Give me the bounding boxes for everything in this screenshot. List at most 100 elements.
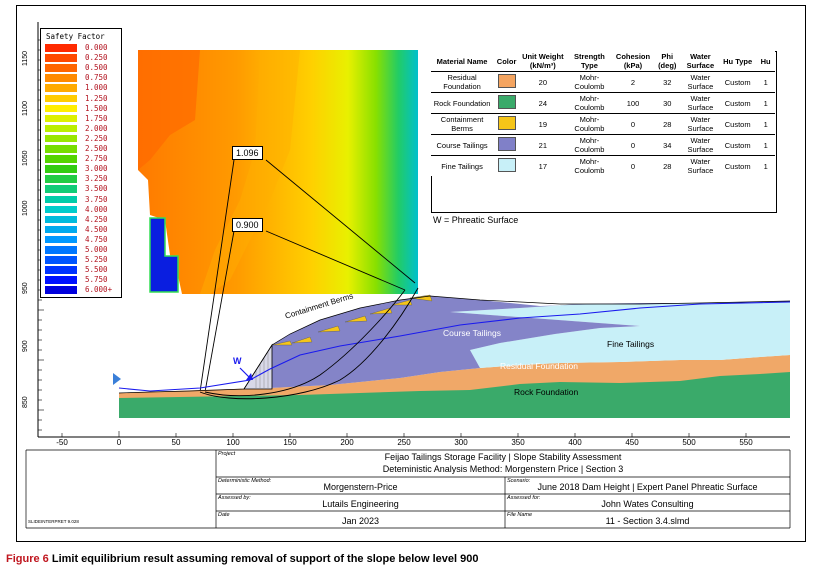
legend-value: 1.000	[85, 83, 108, 93]
legend-entry: 0.500	[45, 63, 119, 73]
legend-entry: 6.000+	[45, 285, 119, 294]
x-tick-label: 450	[625, 438, 639, 447]
legend-value: 1.500	[85, 103, 108, 113]
legend-entry: 5.250	[45, 255, 119, 264]
legend-entry: 5.750	[45, 275, 119, 284]
legend-swatch	[45, 124, 77, 133]
water-level-marker-icon	[113, 373, 121, 385]
material-phi: 28	[663, 119, 672, 129]
material-water: Water Surface	[687, 157, 714, 175]
color-swatch	[497, 137, 516, 151]
w-arrow-head-icon	[246, 373, 253, 380]
x-tick-label: -50	[56, 438, 68, 447]
scenario-value: June 2018 Dam Height | Expert Panel Phre…	[537, 482, 758, 492]
legend-entry: 3.250	[45, 174, 119, 184]
legend-value: 5.000	[85, 245, 108, 254]
material-water: Water Surface	[687, 115, 714, 133]
legend-entry: 3.500	[45, 184, 119, 194]
material-unit-weight: 19	[538, 119, 547, 129]
legend-swatch	[45, 225, 77, 234]
material-row: Rock Foundation 24 Mohr-Coulomb 100 30 Water …	[431, 93, 775, 114]
legend-swatch	[45, 114, 77, 123]
material-row: Residual Foundation 20 Mohr-Coulomb 2 32 Wate…	[431, 72, 775, 93]
fine-tailings-layer	[450, 302, 790, 368]
assessed-by-caption: Assessed by:	[218, 495, 251, 501]
residual-foundation-layer	[119, 355, 790, 398]
materials-table: Material Name Color Unit Weight (kN/m³) …	[431, 51, 775, 176]
material-phi: 32	[663, 77, 672, 87]
legend-swatch	[45, 64, 77, 72]
material-strength: Mohr-Coulomb	[574, 115, 605, 133]
project-caption: Project	[218, 451, 236, 457]
legend-swatch	[45, 246, 77, 254]
label-rock-foundation: Rock Foundation	[514, 387, 579, 397]
material-hu-type: Custom	[724, 140, 751, 150]
legend-swatch	[45, 195, 77, 204]
x-tick-label: 350	[511, 438, 525, 447]
material-strength: Mohr-Coulomb	[574, 157, 605, 175]
material-name: Residual Foundation	[443, 73, 481, 91]
date-value: Jan 2023	[341, 516, 380, 526]
material-unit-weight: 17	[538, 161, 547, 171]
containment-berms	[271, 294, 433, 346]
material-hu-type: Custom	[724, 161, 751, 171]
x-tick-label: 50	[171, 438, 181, 447]
assessed-by-value: Lutails Engineering	[322, 499, 399, 509]
legend-value: 3.500	[85, 184, 108, 194]
x-tick-label: 200	[340, 438, 354, 447]
header-phi: Phi (deg)	[658, 52, 677, 70]
material-hu-type: Custom	[724, 119, 751, 129]
material-color-swatch	[493, 135, 520, 156]
x-tick-label: 250	[397, 438, 411, 447]
legend-swatch	[45, 84, 77, 92]
legend-value: 2.250	[85, 133, 108, 143]
legend-value: 0.500	[85, 63, 108, 73]
legend-value: 3.250	[85, 174, 108, 184]
legend-value: 0.000	[85, 43, 108, 52]
material-row: Course Tailings 21 Mohr-Coulomb 0 34 Water Su…	[431, 135, 775, 156]
assessed-for-value: John Wates Consulting	[601, 499, 694, 509]
legend-entry: 4.500	[45, 224, 119, 234]
legend-value: 4.500	[85, 224, 108, 234]
legend-swatch	[45, 266, 77, 274]
materials-table-body: Residual Foundation 20 Mohr-Coulomb 2 32 Wate…	[431, 72, 775, 177]
project-line-2: Deteministic Analysis Method: Morgenster…	[382, 464, 624, 474]
legend-entry: 3.000	[45, 164, 119, 174]
material-color-swatch	[493, 156, 520, 177]
legend-entry: 2.000	[45, 123, 119, 133]
method-value: Morgenstern-Price	[323, 482, 398, 492]
phreatic-surface-line	[118, 301, 791, 392]
legend-value: 4.750	[85, 234, 108, 244]
slip-surface-lower	[204, 289, 406, 397]
legend-entry: 5.000	[45, 245, 119, 254]
legend-entry: 2.250	[45, 133, 119, 143]
header-unit-weight: Unit Weight (kN/m³)	[522, 52, 564, 70]
project-line-1: Feijao Tailings Storage Facility | Slope…	[384, 452, 622, 462]
safety-factor-legend: Safety Factor 0.000 0.250 0.500 0.750 1.000 1…	[40, 28, 122, 298]
header-hu: Hu	[760, 56, 771, 66]
label-course-tailings: Course Tailings	[443, 328, 501, 338]
date-caption: Date	[218, 512, 230, 518]
x-tick-label: 500	[682, 438, 696, 447]
legend-value: 2.750	[85, 154, 108, 164]
legend-value: 3.000	[85, 164, 108, 174]
legend-entry: 3.750	[45, 195, 119, 204]
legend-entry: 4.750	[45, 234, 119, 244]
legend-swatch	[45, 235, 77, 244]
material-cohesion: 0	[630, 119, 636, 129]
legend-value: 2.000	[85, 123, 108, 133]
material-water: Water Surface	[687, 73, 714, 91]
legend-value: 4.000	[85, 204, 108, 214]
legend-entry: 0.000	[45, 43, 119, 52]
legend-swatch	[45, 256, 77, 264]
header-color: Color	[496, 56, 517, 66]
contour-band-mid	[200, 50, 300, 294]
slip-surface-leaders	[199, 159, 416, 393]
scenario-caption: Scenario:	[507, 478, 531, 484]
legend-swatch	[45, 44, 77, 52]
x-tick-label: 0	[116, 438, 122, 447]
header-material-name: Material Name	[436, 56, 488, 66]
file-value: 11 - Section 3.4.slmd	[605, 516, 690, 526]
material-strength: Mohr-Coulomb	[574, 136, 605, 154]
header-cohesion: Cohesion (kPa)	[615, 52, 651, 70]
